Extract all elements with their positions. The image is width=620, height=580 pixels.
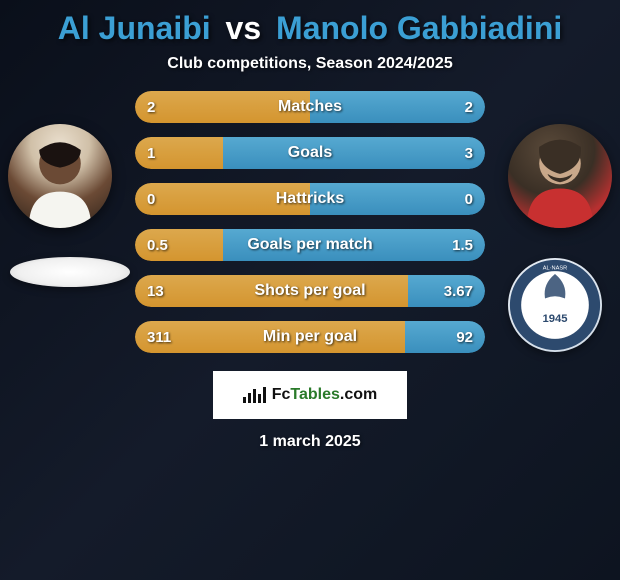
stat-value-right: 0 [465, 183, 473, 215]
brand-tables: Tables [290, 386, 340, 403]
stat-value-left: 13 [147, 275, 164, 307]
stat-value-left: 1 [147, 137, 155, 169]
stat-label: Hattricks [135, 183, 485, 215]
comparison-title: Al Junaibi vs Manolo Gabbiadini [58, 10, 563, 47]
brand-suffix: .com [340, 386, 377, 403]
brand-badge: FcTables.com [213, 371, 407, 419]
stat-row: Matches2 2 [135, 91, 485, 123]
stat-value-right: 92 [456, 321, 473, 353]
player1-name: Al Junaibi [58, 10, 211, 46]
stat-value-left: 2 [147, 91, 155, 123]
stat-label: Min per goal [135, 321, 485, 353]
vs-text: vs [226, 10, 262, 46]
player2-avatar [508, 124, 612, 228]
stat-value-right: 1.5 [452, 229, 473, 261]
stat-value-left: 311 [147, 321, 171, 353]
stat-row: Goals per match0.5 1.5 [135, 229, 485, 261]
stat-row: Goals1 3 [135, 137, 485, 169]
stat-value-right: 2 [465, 91, 473, 123]
stat-value-left: 0 [147, 183, 155, 215]
player2-name: Manolo Gabbiadini [276, 10, 562, 46]
stat-value-right: 3.67 [444, 275, 473, 307]
player1-club-badge [10, 257, 130, 287]
player1-avatar [8, 124, 112, 228]
brand-fc: Fc [272, 386, 291, 403]
stat-value-right: 3 [465, 137, 473, 169]
stat-label: Shots per goal [135, 275, 485, 307]
stat-row: Shots per goal13 3.67 [135, 275, 485, 307]
stats-column: Matches22Goals13Hattricks00Goals per mat… [135, 91, 485, 353]
stat-row: Hattricks0 0 [135, 183, 485, 215]
stat-label: Goals [135, 137, 485, 169]
stat-label: Goals per match [135, 229, 485, 261]
subtitle: Club competitions, Season 2024/2025 [167, 55, 452, 73]
svg-text:AL·NASR: AL·NASR [543, 265, 567, 271]
svg-text:1945: 1945 [542, 313, 567, 325]
stat-label: Matches [135, 91, 485, 123]
player2-club-badge: 1945 AL·NASR [508, 258, 602, 352]
stat-value-left: 0.5 [147, 229, 168, 261]
date-label: 1 march 2025 [259, 433, 360, 451]
bars-icon [243, 387, 266, 403]
stat-row: Min per goal311 92 [135, 321, 485, 353]
